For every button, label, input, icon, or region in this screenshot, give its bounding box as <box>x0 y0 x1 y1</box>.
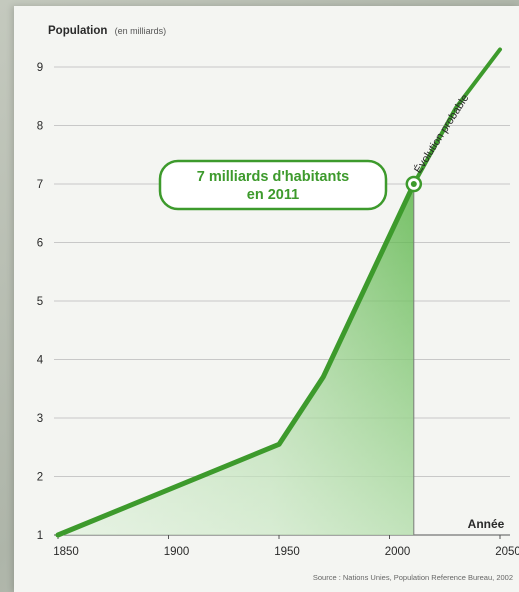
y-tick-1: 1 <box>37 530 43 542</box>
callout-line-2: en 2011 <box>247 187 299 203</box>
area-fill-shade <box>58 184 414 535</box>
series-line-0 <box>55 181 417 538</box>
highlight-point-group <box>405 175 423 193</box>
y-tick-7: 7 <box>37 179 43 191</box>
y-tick-3: 3 <box>37 413 43 425</box>
y-tick-5: 5 <box>37 296 43 308</box>
y-tick-6: 6 <box>37 238 43 250</box>
y-tick-8: 8 <box>37 121 43 133</box>
x-tick-1950: 1950 <box>274 546 300 558</box>
x-tick-2000: 2000 <box>385 546 411 558</box>
x-tick-1900: 1900 <box>164 546 190 558</box>
series-lines <box>55 47 502 538</box>
series-line-1 <box>411 47 502 186</box>
y-tick-labels: 1 2 3 4 5 6 7 8 9 <box>37 62 44 542</box>
y-axis-label: Population (en milliards) <box>48 25 166 37</box>
highlight-callout: 7 milliards d'habitants en 2011 <box>158 159 388 211</box>
callout-box <box>158 159 388 211</box>
x-tick-labels: 1850 1900 1950 2000 2050 <box>53 546 519 558</box>
highlight-point <box>410 181 417 187</box>
y-tick-2: 2 <box>37 472 43 484</box>
callout-line-1: 7 milliards d'habitants <box>197 169 350 185</box>
x-tick-1850: 1850 <box>53 546 79 558</box>
x-axis-label: Année <box>468 517 505 531</box>
projection-label: Évolution probable <box>411 92 471 176</box>
y-tick-4: 4 <box>37 355 44 367</box>
y-tick-9: 9 <box>37 62 43 74</box>
source-note: Source : Nations Unies, Population Refer… <box>313 573 513 582</box>
grid <box>54 66 510 539</box>
x-tick-2050: 2050 <box>495 546 519 558</box>
area-fill <box>58 184 415 535</box>
